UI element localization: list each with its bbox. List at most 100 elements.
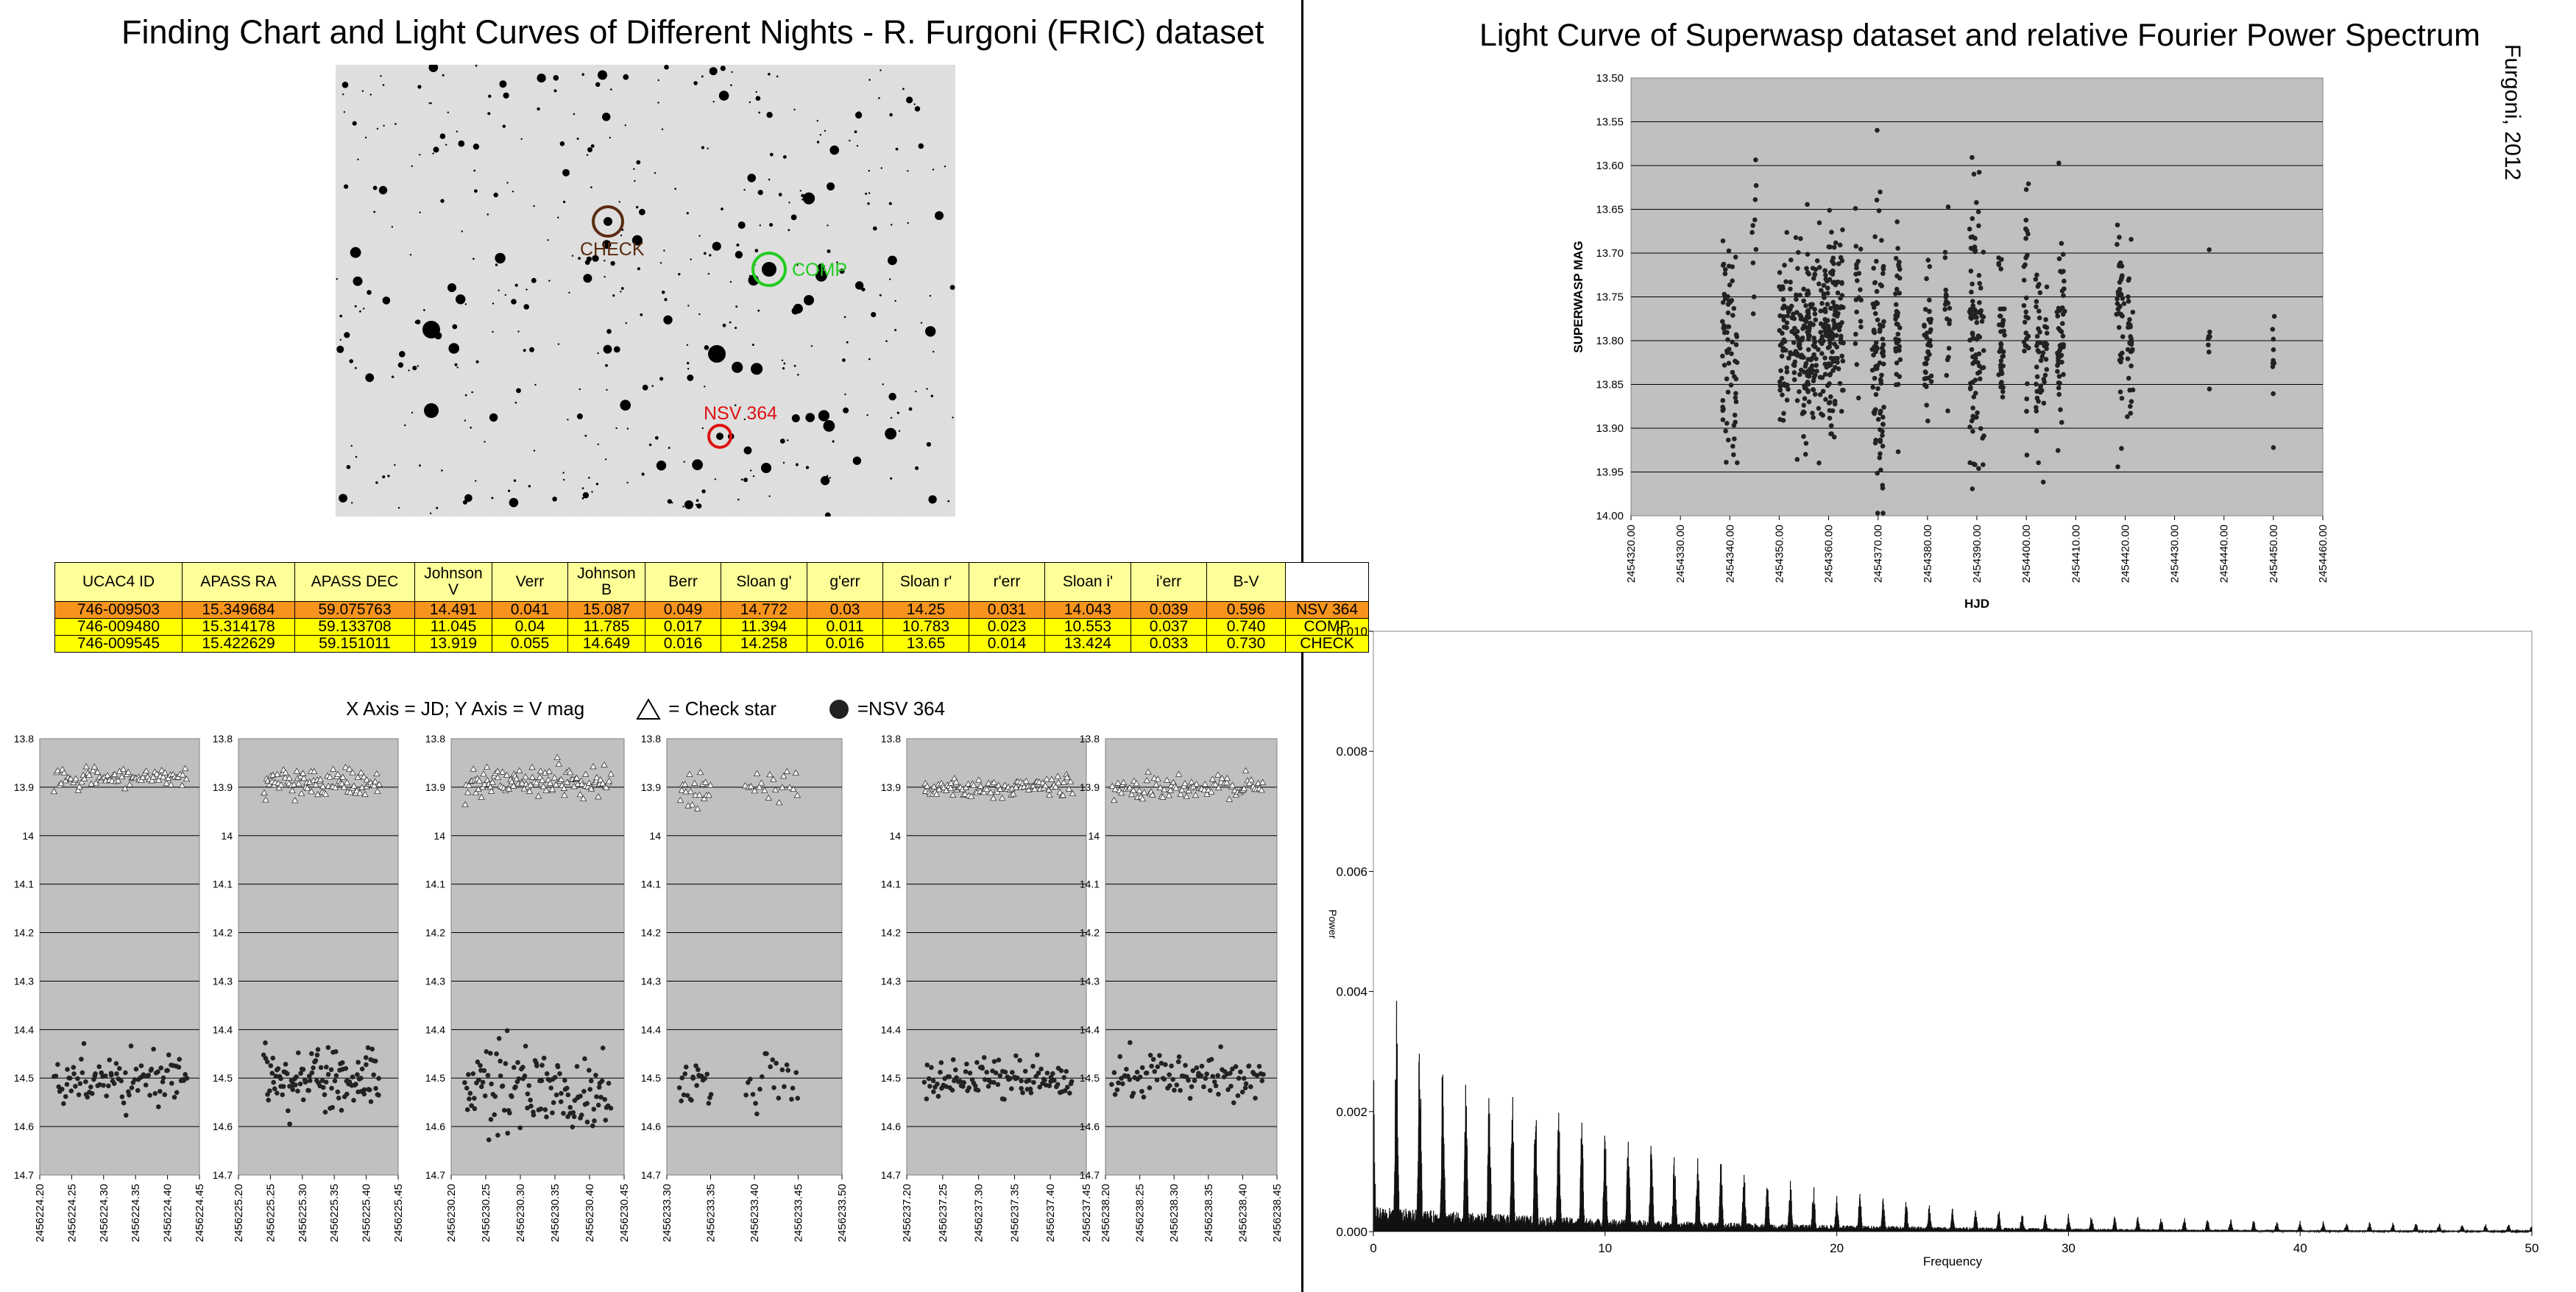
y-tick-label: 14.1 <box>213 879 233 890</box>
data-point <box>2040 479 2046 485</box>
check-star-point <box>357 769 365 775</box>
data-point <box>1975 209 1981 215</box>
target-star-point <box>517 1125 523 1131</box>
target-star-point <box>997 1073 1003 1079</box>
target-star-point <box>1176 1054 1182 1059</box>
target-star-point <box>498 1073 503 1079</box>
data-point <box>1998 306 2003 312</box>
check-star-point <box>705 791 712 798</box>
data-point <box>2034 408 2039 413</box>
star <box>788 229 790 232</box>
check-star-point <box>499 768 506 775</box>
star <box>868 192 871 194</box>
data-point <box>2023 343 2028 349</box>
data-point <box>1974 320 1980 325</box>
y-axis-label: SUPERWASP MAG <box>1571 241 1585 352</box>
x-axis-label: HJD <box>1964 597 1989 611</box>
data-point <box>1897 325 1903 330</box>
check-star-point <box>947 779 955 786</box>
bright-star <box>422 321 440 338</box>
table-header-cell: Verr <box>492 562 568 602</box>
check-star-point <box>85 771 93 778</box>
check-star-point <box>560 784 568 791</box>
target-star-point <box>1242 1085 1248 1090</box>
data-point <box>2206 333 2212 339</box>
table-cell: 0.055 <box>492 635 568 653</box>
data-point <box>2121 301 2127 306</box>
check-star-point <box>1211 781 1220 787</box>
star <box>827 249 831 253</box>
data-point <box>1880 429 1885 434</box>
target-star-point <box>103 1073 108 1079</box>
star <box>598 70 607 80</box>
data-point <box>2043 357 2049 362</box>
target-star-point <box>981 1055 987 1060</box>
check-star-point <box>158 767 166 773</box>
star <box>353 276 363 286</box>
target-star-point <box>1111 1070 1117 1076</box>
target-star-point <box>1150 1057 1156 1062</box>
y-tick-label: 14 <box>889 830 901 842</box>
target-star-point <box>1161 1076 1167 1082</box>
star <box>720 65 726 71</box>
data-point <box>1927 264 1933 269</box>
star <box>659 262 662 264</box>
star <box>578 388 581 391</box>
x-tick-label: 2456237.20 <box>901 1184 913 1242</box>
x-tick-label: 2456233.40 <box>749 1184 761 1242</box>
target-star-point <box>921 1079 927 1085</box>
data-point <box>1818 321 1824 327</box>
data-point <box>1809 363 1815 369</box>
check-star-point <box>293 767 300 774</box>
target-star-point <box>333 1073 339 1079</box>
check-star-point <box>360 773 368 780</box>
check-star-point <box>1192 781 1200 787</box>
target-star-point <box>1155 1064 1161 1070</box>
data-point <box>2034 272 2039 277</box>
target-star-point <box>1008 1086 1014 1092</box>
star <box>751 363 763 375</box>
star <box>826 475 829 477</box>
table-header-cell: g'err <box>807 562 883 602</box>
target-star-point <box>603 1118 609 1123</box>
star <box>603 344 612 354</box>
check-star-point <box>766 771 774 778</box>
target-star-point <box>538 1106 544 1112</box>
data-point <box>1720 238 1726 244</box>
star <box>354 305 357 308</box>
star <box>757 309 760 312</box>
data-point <box>1811 378 1816 383</box>
x-tick-label: 40 <box>2293 1241 2307 1255</box>
data-point <box>1977 376 1983 382</box>
check-star-point <box>555 760 563 767</box>
check-star-point <box>688 801 696 808</box>
target-star-point <box>574 1064 580 1069</box>
data-point <box>1730 369 1735 375</box>
data-point <box>1817 375 1823 380</box>
target-star-point <box>328 1067 334 1073</box>
data-point <box>1804 319 1809 324</box>
target-star-point <box>121 1100 127 1106</box>
table-header-cell: UCAC4 ID <box>54 562 183 602</box>
data-point <box>2271 347 2276 352</box>
star <box>818 410 829 422</box>
check-star-point <box>1144 768 1152 775</box>
target-star-point <box>363 1055 369 1060</box>
star <box>918 143 924 149</box>
data-point <box>1789 315 1795 321</box>
data-point <box>1801 286 1806 292</box>
star <box>442 74 445 77</box>
star <box>867 202 870 205</box>
data-point <box>1784 369 1790 375</box>
data-point <box>2206 342 2211 348</box>
data-point <box>1967 338 1972 343</box>
star <box>625 322 627 324</box>
x-tick-label: 2456233.50 <box>836 1184 849 1242</box>
table-header-cell: Sloan r' <box>882 562 969 602</box>
check-star-point <box>1177 790 1184 798</box>
target-star-point <box>747 1076 753 1082</box>
data-point <box>1853 205 1858 211</box>
target-star-point <box>541 1055 547 1061</box>
plot-area <box>450 738 625 1176</box>
check-star-point <box>1041 782 1050 789</box>
